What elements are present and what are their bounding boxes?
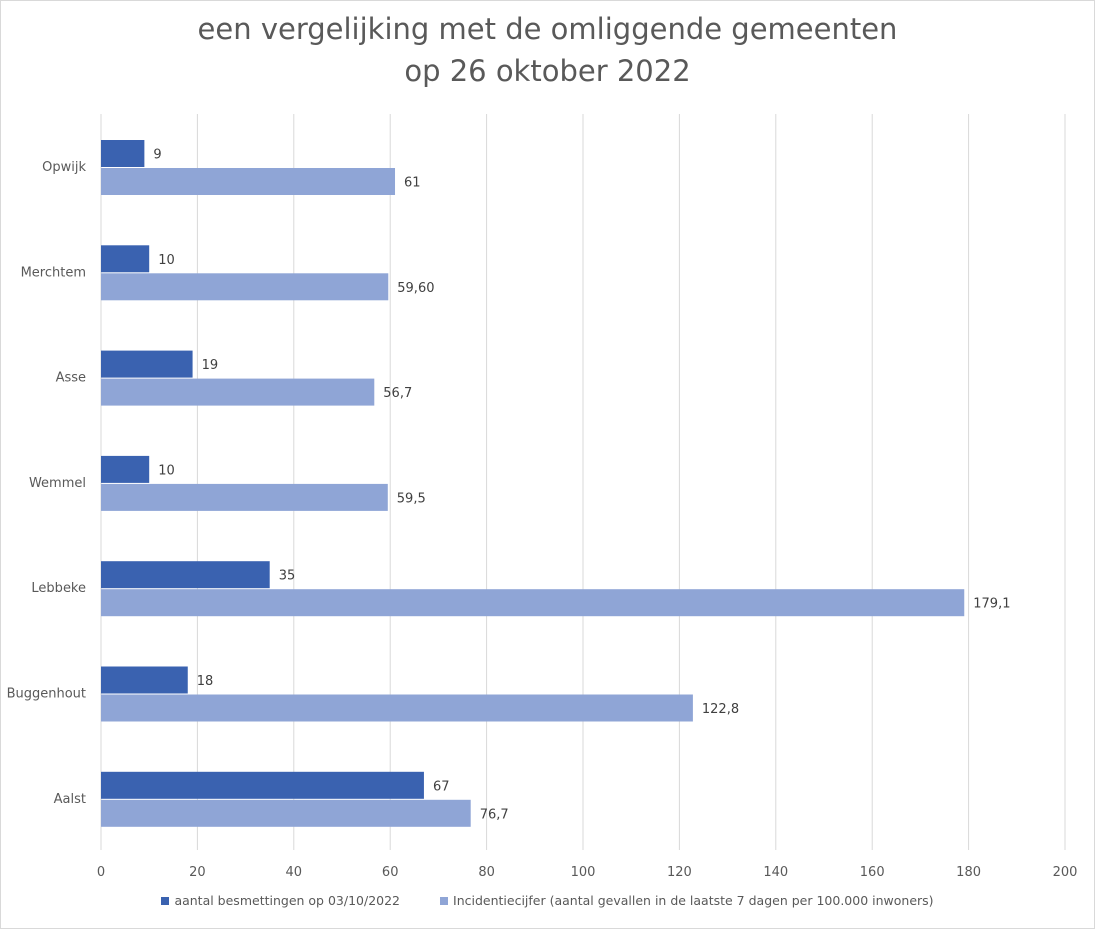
bar-series-2-aalst	[101, 799, 471, 827]
x-tick-label-40: 40	[286, 865, 303, 880]
data-label-series-1-opwijk: 9	[153, 148, 161, 163]
x-tick-label-80: 80	[478, 865, 495, 880]
data-label-series-1-merchtem: 10	[158, 253, 175, 268]
x-tick-label-0: 0	[97, 865, 105, 880]
category-label-wemmel: Wemmel	[29, 476, 86, 491]
chart-title: een vergelijking met de omliggende gemee…	[0, 8, 1095, 92]
data-label-series-2-wemmel: 59,5	[397, 491, 426, 506]
x-tick-label-160: 160	[860, 865, 885, 880]
category-label-merchtem: Merchtem	[21, 265, 86, 280]
legend-item-series-2: Incidentiecijfer (aantal gevallen in de …	[440, 893, 934, 908]
bar-series-1-merchtem	[101, 245, 150, 273]
bar-series-2-merchtem	[101, 273, 389, 301]
bar-series-1-opwijk	[101, 140, 145, 167]
bar-series-1-wemmel	[101, 455, 150, 483]
data-label-series-2-aalst: 76,7	[480, 807, 509, 822]
data-label-series-1-wemmel: 10	[158, 463, 175, 478]
legend-item-series-1: aantal besmettingen op 03/10/2022	[161, 893, 400, 908]
category-label-lebbeke: Lebbeke	[31, 581, 86, 596]
x-tick-label-20: 20	[189, 865, 206, 880]
category-label-aalst: Aalst	[54, 792, 86, 807]
bar-series-1-aalst	[101, 771, 424, 799]
bar-series-2-lebbeke	[101, 589, 965, 617]
data-label-series-2-lebbeke: 179,1	[973, 597, 1010, 612]
data-label-series-1-lebbeke: 35	[279, 569, 296, 584]
x-tick-label-120: 120	[667, 865, 692, 880]
bar-series-2-opwijk	[101, 168, 396, 195]
bar-series-1-asse	[101, 350, 193, 378]
category-label-buggenhout: Buggenhout	[7, 687, 86, 702]
x-tick-label-200: 200	[1053, 865, 1078, 880]
legend-swatch-series-2	[440, 896, 449, 905]
x-tick-label-180: 180	[956, 865, 981, 880]
category-label-opwijk: Opwijk	[42, 160, 86, 175]
bar-series-1-buggenhout	[101, 666, 188, 694]
chart-title-line-1: een vergelijking met de omliggende gemee…	[197, 12, 898, 46]
category-label-asse: Asse	[56, 371, 86, 386]
data-label-series-2-merchtem: 59,60	[397, 281, 434, 296]
x-tick-label-140: 140	[763, 865, 788, 880]
x-tick-label-100: 100	[571, 865, 596, 880]
chart-title-line-2: op 26 oktober 2022	[404, 54, 691, 88]
chart-legend: aantal besmettingen op 03/10/2022 Incide…	[0, 893, 1095, 908]
bar-series-1-lebbeke	[101, 561, 270, 589]
x-tick-label-60: 60	[382, 865, 399, 880]
legend-label-series-1: aantal besmettingen op 03/10/2022	[174, 893, 401, 908]
data-label-series-2-opwijk: 61	[404, 176, 421, 191]
legend-swatch-series-1	[161, 896, 170, 905]
bar-series-2-asse	[101, 378, 375, 406]
data-label-series-1-aalst: 67	[433, 779, 450, 794]
data-label-series-2-buggenhout: 122,8	[702, 702, 739, 717]
bar-series-2-buggenhout	[101, 694, 693, 722]
legend-label-series-2: Incidentiecijfer (aantal gevallen in de …	[453, 893, 934, 908]
data-label-series-2-asse: 56,7	[383, 386, 412, 401]
data-label-series-1-buggenhout: 18	[197, 674, 214, 689]
data-label-series-1-asse: 19	[202, 358, 219, 373]
bar-series-2-wemmel	[101, 483, 388, 511]
